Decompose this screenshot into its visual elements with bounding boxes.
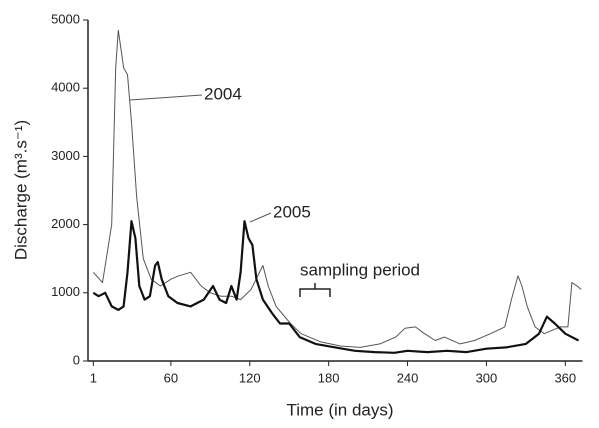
y-tick-label: 0	[73, 352, 80, 367]
annotation: sampling period	[300, 260, 420, 279]
series-line	[92, 220, 580, 354]
series-label: 2005	[273, 202, 311, 221]
y-tick-label: 4000	[51, 80, 80, 95]
sampling-bracket	[299, 283, 331, 297]
x-tick-label: 360	[554, 370, 576, 385]
y-tick-label: 2000	[51, 216, 80, 231]
y-tick-label: 5000	[51, 11, 80, 26]
x-tick-label: 120	[239, 370, 261, 385]
x-tick-label: 300	[476, 370, 498, 385]
x-tick-label: 1	[90, 370, 97, 385]
leader-line	[129, 94, 203, 101]
leader-line	[249, 212, 272, 223]
x-tick-label: 180	[318, 370, 340, 385]
x-tick-label: 60	[164, 370, 178, 385]
series-label: 2004	[204, 84, 242, 103]
series-line	[92, 29, 582, 348]
x-axis-title: Time (in days)	[286, 400, 393, 419]
y-axis-title: Discharge (m³.s⁻¹)	[11, 120, 30, 260]
y-tick-label: 1000	[51, 284, 80, 299]
x-tick-label: 240	[397, 370, 419, 385]
y-tick-label: 3000	[51, 148, 80, 163]
